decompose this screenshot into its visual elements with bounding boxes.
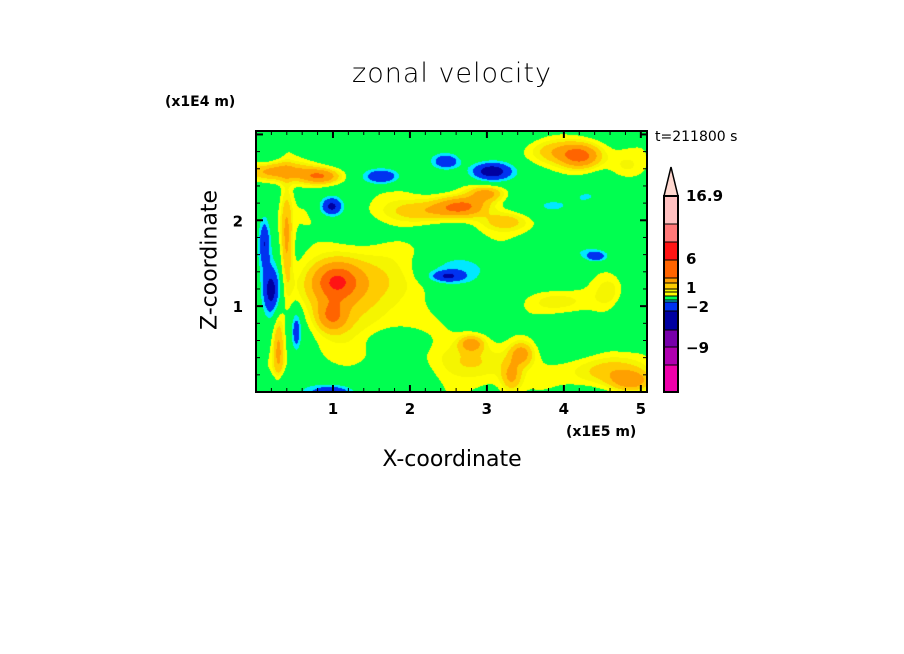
colorbar-frame bbox=[663, 195, 679, 393]
colorbar-segment bbox=[663, 282, 679, 290]
colorbar-segment bbox=[663, 259, 679, 279]
x-tick-label: 1 bbox=[328, 400, 338, 418]
colorbar-segment bbox=[663, 277, 679, 284]
x-tick-label: 3 bbox=[482, 400, 492, 418]
y-tick-label: 1 bbox=[233, 298, 243, 316]
colorbar-segment bbox=[663, 301, 679, 312]
colorbar-segment bbox=[663, 223, 679, 243]
x-tick-label: 5 bbox=[636, 400, 646, 418]
plot-frame bbox=[255, 130, 648, 393]
colorbar-segment bbox=[663, 291, 679, 297]
chart-title: zonal velocity bbox=[352, 58, 552, 89]
contour-field bbox=[256, 131, 647, 392]
colorbar-label: 6 bbox=[686, 250, 696, 268]
colorbar-label: 16.9 bbox=[686, 187, 723, 205]
x-axis-label: X-coordinate bbox=[382, 447, 522, 472]
colorbar-extend-arrow bbox=[663, 166, 679, 197]
y-axis-unit: (x1E4 m) bbox=[165, 94, 236, 110]
colorbar-label: −2 bbox=[686, 298, 709, 316]
time-annotation: t=211800 s bbox=[655, 129, 738, 145]
colorbar-segment bbox=[663, 346, 679, 366]
colorbar-segment bbox=[663, 364, 679, 393]
colorbar-label: −9 bbox=[686, 339, 709, 357]
colorbar-label: 1 bbox=[686, 279, 696, 297]
x-axis-unit: (x1E5 m) bbox=[566, 424, 637, 440]
x-tick-label: 4 bbox=[559, 400, 569, 418]
x-tick-label: 2 bbox=[405, 400, 415, 418]
colorbar-segment bbox=[663, 195, 679, 225]
y-tick-label: 2 bbox=[233, 212, 243, 230]
colorbar-segment bbox=[663, 329, 679, 348]
colorbar-segment bbox=[663, 310, 679, 331]
colorbar-segment bbox=[663, 295, 679, 301]
colorbar-segment bbox=[663, 241, 679, 261]
